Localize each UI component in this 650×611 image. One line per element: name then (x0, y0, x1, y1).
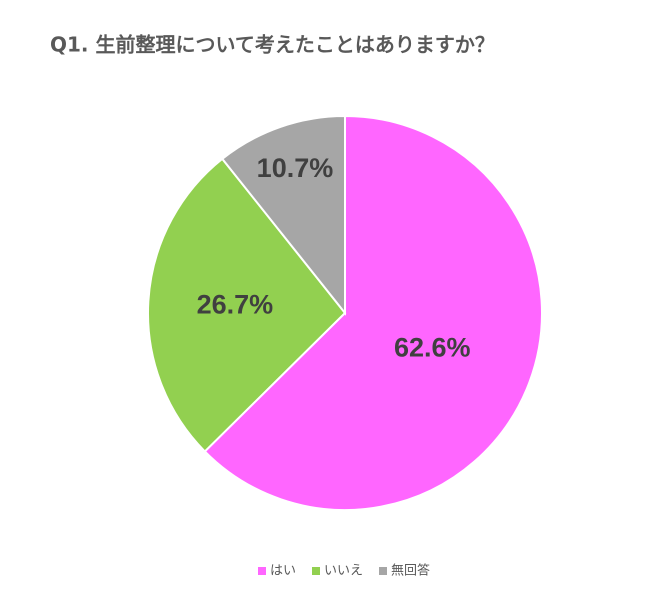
legend-label: 無回答 (391, 563, 430, 579)
pie-slice (147, 157, 347, 453)
pie-slice (220, 114, 346, 316)
chart-title: Q1. 生前整理について考えたことはありますか？ (50, 33, 495, 57)
legend-label: はい (270, 564, 296, 579)
data-label: 26.7% (197, 290, 274, 320)
data-label: 62.6% (394, 333, 471, 363)
legend-label: いいえ (324, 564, 363, 579)
legend-swatch (312, 567, 320, 575)
legend-swatch (379, 567, 387, 575)
legend-swatch (258, 567, 266, 575)
pie-slice (203, 114, 543, 511)
data-label: 10.7% (257, 153, 334, 183)
